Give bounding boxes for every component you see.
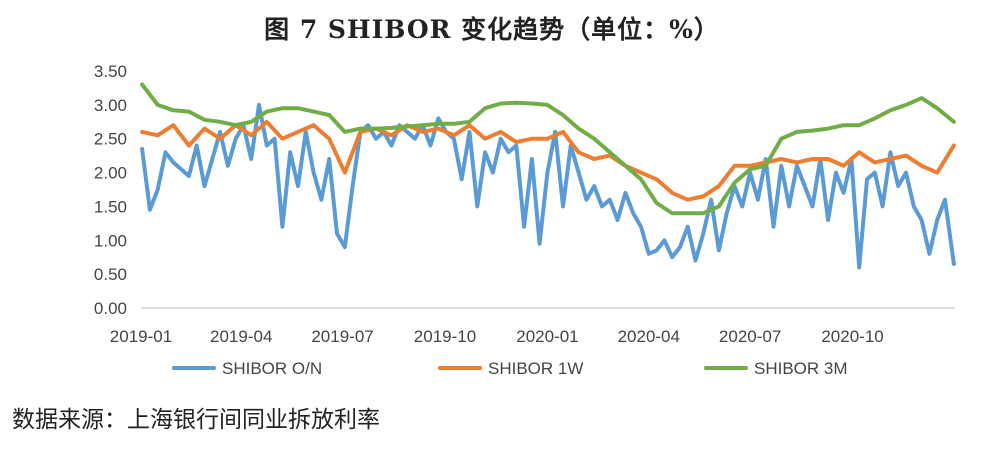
x-tick-label: 2020-07 bbox=[719, 327, 781, 346]
y-tick-label: 1.00 bbox=[94, 231, 127, 250]
legend-label: SHIBOR O/N bbox=[222, 359, 322, 378]
y-tick-label: 3.50 bbox=[94, 62, 127, 81]
x-tick-label: 2019-04 bbox=[210, 327, 272, 346]
line-chart: 0.00 0.50 1.00 1.50 2.00 2.50 3.00 3.50 2019-01… bbox=[94, 62, 956, 378]
x-tick-label: 2020-10 bbox=[821, 327, 883, 346]
series-line-2 bbox=[140, 82, 956, 216]
x-tick-label: 2020-01 bbox=[516, 327, 578, 346]
y-tick-label: 1.50 bbox=[94, 197, 127, 216]
y-tick-label: 3.00 bbox=[94, 96, 127, 115]
y-tick-label: 2.00 bbox=[94, 164, 127, 183]
series-line-0 bbox=[140, 102, 956, 270]
y-axis-labels: 0.00 0.50 1.00 1.50 2.00 2.50 3.00 3.50 bbox=[94, 62, 127, 318]
x-tick-label: 2019-01 bbox=[110, 327, 172, 346]
series-line-1 bbox=[140, 119, 956, 202]
legend: SHIBOR O/N SHIBOR 1W SHIBOR 3M bbox=[172, 359, 848, 378]
legend-label: SHIBOR 1W bbox=[488, 359, 583, 378]
y-tick-label: 2.50 bbox=[94, 130, 127, 149]
legend-label: SHIBOR 3M bbox=[754, 359, 848, 378]
chart-title: 图 7 SHIBOR 变化趋势（单位：%） bbox=[264, 15, 720, 44]
x-tick-label: 2019-10 bbox=[414, 327, 476, 346]
x-axis-labels: 2019-01 2019-04 2019-07 2019-10 2020-01 2020-… bbox=[110, 327, 884, 346]
x-tick-label: 2020-04 bbox=[618, 327, 680, 346]
y-tick-label: 0.50 bbox=[94, 265, 127, 284]
source-note: 数据来源：上海银行间同业拆放利率 bbox=[12, 407, 380, 433]
x-tick-label: 2019-07 bbox=[311, 327, 373, 346]
y-tick-label: 0.00 bbox=[94, 299, 127, 318]
plot-lines bbox=[140, 82, 956, 270]
